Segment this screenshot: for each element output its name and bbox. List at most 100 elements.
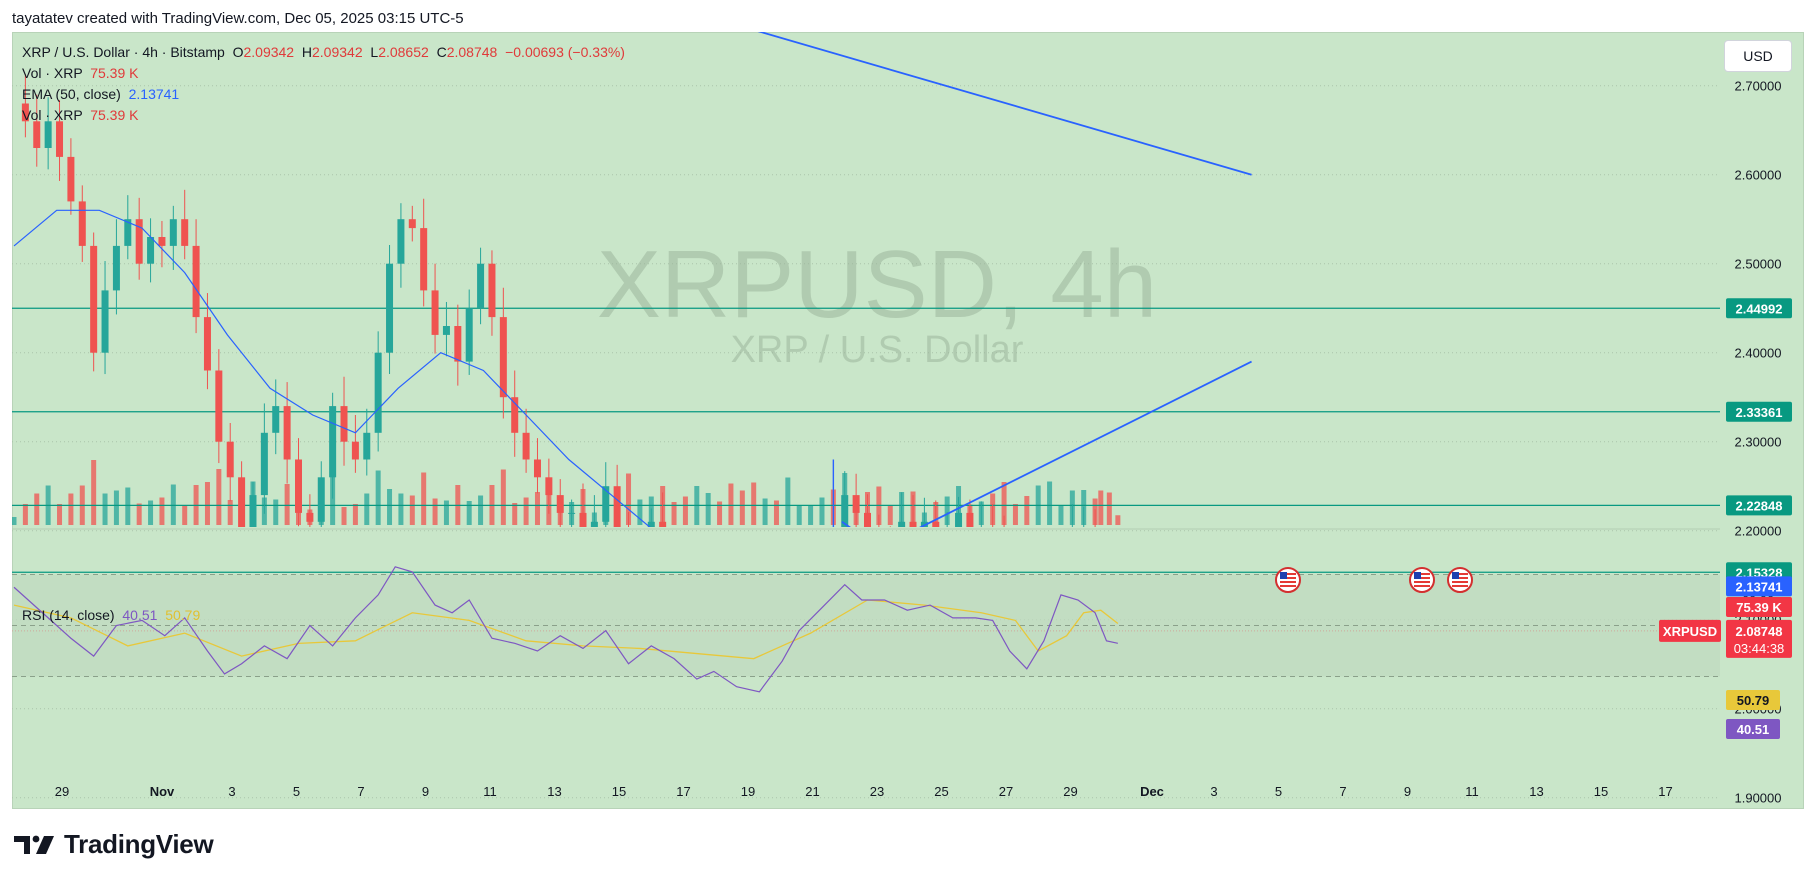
candle-body [192,245,200,318]
candle-body [465,308,473,362]
price-chart[interactable]: XRPUSD, 4h XRP / U.S. Dollar 2.70000 2.60… [12,32,1802,808]
candle-body [363,432,371,460]
volume-tag-bg [1726,597,1792,617]
price-tick-label: 2.70000 [1735,79,1782,94]
volume-bar [705,493,711,525]
candle-body [21,103,29,122]
flag-stripe [1280,585,1296,587]
us-flag-icon[interactable] [1409,567,1435,593]
candle-body [533,459,541,478]
level-price-tag: 2.33361 [1736,405,1783,420]
candle-body [545,477,553,496]
flag-stripe [1414,585,1430,587]
volume-bar [136,503,142,525]
candle-body [158,237,166,246]
volume-bar [1024,496,1030,525]
volume-bar [273,499,279,525]
time-tick-label: 9 [422,784,429,799]
candle-body [1023,682,1030,700]
volume-bars [12,460,1121,525]
volume-bar [1058,506,1064,525]
candle-body [283,406,291,460]
volume-bar [534,492,540,525]
volume-bar [1012,504,1018,525]
volume-bar [125,487,131,525]
volume-bar [57,504,63,525]
symbol-title[interactable]: XRP / U.S. Dollar · 4h · Bitstamp [22,44,225,60]
candle-body [329,406,337,478]
chart-panel[interactable] [12,32,1804,809]
horizontal-levels[interactable] [12,307,1720,632]
flag-canton [1280,572,1287,579]
volume-bar [159,497,165,525]
flag-stripe [1280,581,1296,583]
candle-body [33,121,41,148]
trendlines[interactable] [242,32,1252,807]
candle-body [124,219,132,246]
candle-body [215,370,223,442]
candle-body [112,245,120,291]
volume-bar [773,500,779,525]
last-price-tag: 2.08748 [1736,624,1783,639]
candle-body [397,219,405,264]
rsi-ma-tag: 50.79 [1737,693,1770,708]
tradingview-footer[interactable]: TradingView [14,829,214,860]
candle-body [78,201,86,246]
volume-bar [478,495,484,525]
time-tick-label: Dec [1140,784,1164,799]
candle-body [351,441,359,460]
candle-body [90,245,98,353]
trendline[interactable] [242,32,1252,176]
rsi-legend[interactable]: RSI (14, close) 40.51 50.79 [22,607,200,623]
candle-body [909,521,917,527]
candle-body [181,219,189,246]
flag-canton [1452,572,1459,579]
ema-legend[interactable]: EMA (50, close) 2.13741 [22,86,179,102]
volume-bar [944,496,950,525]
volume-legend[interactable]: Vol · XRP 75.39 K [22,65,138,81]
ema-label: EMA (50, close) [22,86,121,102]
price-tick-label: 2.20000 [1735,524,1782,539]
price-tick-label: 2.60000 [1735,168,1782,183]
price-tick-label: 1.90000 [1735,791,1782,806]
candle-body [238,477,246,527]
time-tick-label: 15 [612,784,626,799]
volume-bar [739,490,745,525]
volume-bar [375,470,381,525]
candle-body [647,521,655,527]
time-tick-label: 17 [1658,784,1672,799]
candle-body [978,531,985,540]
us-flag-icon[interactable] [1447,567,1473,593]
rsi-value: 40.51 [122,607,158,623]
volume-bar [341,507,347,525]
candle-body [955,512,963,527]
volume-bar [523,497,529,525]
volume-bar [330,476,336,525]
change-value: −0.00693 (−0.33%) [505,44,625,60]
time-tick-label: 27 [999,784,1013,799]
rsi-line [13,566,1118,693]
volume-label: Vol · XRP [22,65,83,81]
candle-body [579,512,587,527]
currency-button[interactable]: USD [1724,40,1792,72]
time-axis[interactable]: 29 Nov 3 5 7 9 11 13 15 17 19 21 23 25 27 29 Dec 3 5 7 9 11 13… [55,784,1673,799]
volume-bar [808,505,814,525]
candle-body [750,753,757,780]
flag-stripe [1452,577,1468,579]
event-flags[interactable] [1275,567,1473,593]
us-flag-icon[interactable] [1275,567,1301,593]
candle-body [556,495,564,513]
symbol-legend: XRP / U.S. Dollar · 4h · Bitstamp O2.093… [22,44,625,60]
candle-body [340,406,348,442]
time-tick-label: 29 [1063,784,1077,799]
time-tick-label: 21 [805,784,819,799]
candle-body [488,263,496,318]
candle-body [613,486,621,527]
volume-bar [512,503,518,525]
volume-legend-2[interactable]: Vol · XRP 75.39 K [22,107,138,123]
volume-bar [671,502,677,525]
trendline[interactable] [825,360,1252,576]
volume-bar [637,499,643,525]
volume-bar [398,493,404,525]
volume-bar [148,500,154,525]
